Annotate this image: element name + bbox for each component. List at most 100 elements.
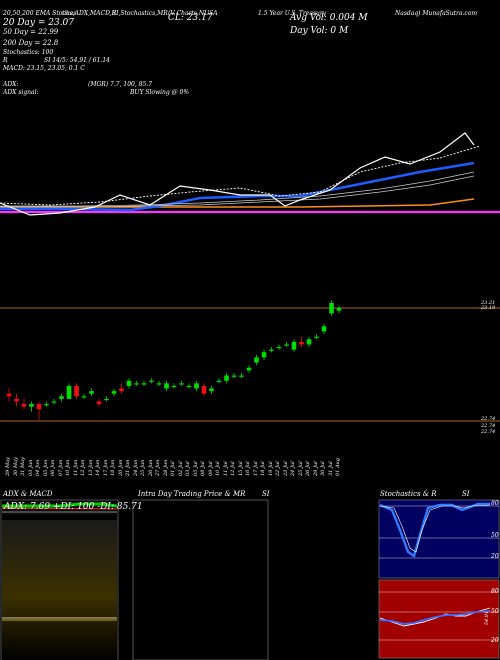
candle-body (104, 398, 109, 401)
header-line1-mid3: 1.5 Year U.S. Treasury (258, 10, 327, 17)
candle-body (291, 341, 297, 350)
stoch-label-50: 50 (491, 532, 499, 539)
rsi-line (379, 607, 491, 627)
day-vol-readout: Day Vol: 0 M (290, 26, 349, 36)
candle-body (164, 383, 169, 389)
candle-body (171, 385, 177, 388)
candle-body (254, 357, 259, 363)
candle-body (6, 393, 12, 397)
macd-readout: MACD: 23.15, 23.05, 0.1 C (3, 65, 85, 72)
price-level-bottom3: 22.74 (481, 429, 496, 435)
adx-panel-title: ADX & MACD (3, 490, 53, 498)
adx-plus-di (2, 502, 118, 508)
candle-body (81, 396, 87, 398)
stoch-k-line (379, 502, 490, 558)
candle-body (284, 344, 289, 346)
candle-body (111, 391, 117, 394)
adx-panel-readout: ADX: 7.69 +DI: 100 -DI: 85.71 (4, 502, 143, 512)
intraday-panel-frame (132, 499, 269, 660)
adx-label: ADX: (3, 81, 19, 88)
candle-body (29, 404, 34, 407)
candle-body (231, 375, 237, 377)
price-line (0, 132, 475, 216)
ema50-line (0, 161, 475, 212)
rsi-value-label: 54.91 (484, 610, 491, 626)
rsi-readout: SI 14/5: 54.91 / 61.14 (44, 57, 110, 64)
intraday-panel-title: Intra Day Trading Price & MR (138, 490, 246, 498)
candle-body (186, 385, 192, 388)
stoch-readout: Stochastics: 100 (3, 49, 54, 56)
stoch-panel-frame (378, 499, 500, 579)
rsi-label-20: 20 (491, 637, 499, 644)
rsi-signal-line (379, 610, 491, 625)
header-line1-left: 20,50,200 EMA Stochas (3, 10, 77, 17)
candle-body (179, 383, 184, 385)
close-readout: CL: 23.17 (168, 13, 213, 23)
candle-body (276, 347, 282, 349)
rsi-prefix: R (3, 57, 8, 64)
ema50-readout: 50 Day = 22.99 (3, 28, 59, 36)
stoch-d-line (379, 504, 491, 553)
candle-body (36, 404, 42, 410)
candle-body (224, 375, 229, 381)
candle-body (246, 367, 252, 371)
candle-body (314, 336, 319, 338)
candle-body (299, 341, 304, 345)
price-level-top: 23.21 (481, 300, 496, 306)
ema-panel (0, 132, 500, 216)
price-level-bottom2: 22.74 (481, 423, 496, 429)
candle-body (149, 380, 154, 382)
candlestick-panel (0, 300, 500, 422)
candle-body (66, 385, 72, 399)
rsi-label-80: 80 (491, 588, 499, 595)
ema-band-1 (0, 171, 475, 207)
candle-body (44, 404, 49, 406)
adx-gradient (2, 520, 117, 660)
candle-body (239, 375, 244, 377)
adx-values: (MGR) 7.7, 100, 85.7 (88, 81, 153, 88)
ema200-readout: 200 Day = 22.8 (3, 39, 59, 47)
header-line1-mid2: SI,Stochastics,MR (112, 10, 168, 17)
candle-body (126, 380, 132, 386)
candle-body (21, 404, 27, 407)
candle-body (96, 401, 102, 405)
rsi-label-50: 50 (491, 608, 499, 615)
candle-body (321, 326, 327, 332)
adx-signal-label: ADX signal: (3, 89, 39, 96)
avg-vol-readout: Avg Vol: 0.004 M (290, 13, 368, 23)
candle-body (141, 383, 147, 385)
candle-body (14, 398, 19, 402)
candle-body (216, 380, 222, 382)
candle-body (261, 352, 267, 358)
header-symbol: (V Charts NUSA (168, 10, 218, 17)
stoch-panel-title2: SI (462, 490, 470, 498)
candle-body (201, 385, 207, 394)
stoch-panel-title: Stochastics & R (380, 490, 437, 498)
price-level-top2: 23.19 (481, 305, 496, 311)
candle-body (329, 302, 334, 314)
candle-body (269, 349, 274, 351)
header-line1-right: Nasdaq) MunafaSutra.com (395, 10, 478, 17)
ema20-line (0, 145, 481, 206)
rsi-panel-frame (378, 579, 500, 659)
stoch-label-80: 80 (491, 500, 499, 507)
candle-body (336, 308, 342, 311)
candle-body (51, 401, 57, 403)
candle-body (134, 383, 139, 385)
ema-band-2 (0, 175, 475, 208)
adx-minus-di (1, 507, 118, 510)
header-line1-mid: tics,ADX,MACD,R (62, 10, 117, 17)
candle-body (209, 388, 214, 392)
buy-signal: BUY Slowing @ 0% (130, 89, 190, 96)
ema20-readout: 20 Day = 23.07 (3, 18, 75, 28)
intraday-panel-title2: SI (262, 490, 270, 498)
candle-body (119, 388, 124, 392)
candle-body (156, 383, 162, 385)
candle-body (89, 391, 94, 394)
candle-body (59, 396, 64, 399)
candle-body (194, 383, 199, 389)
stoch-label-20: 20 (491, 553, 499, 560)
price-level-bottom1: 22.74 (481, 416, 496, 422)
